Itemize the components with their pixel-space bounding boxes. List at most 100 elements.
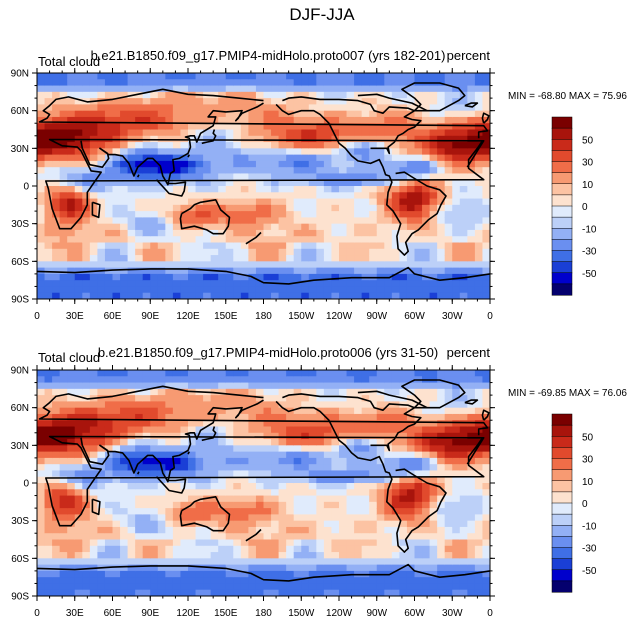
field-cell xyxy=(399,476,408,484)
field-cell xyxy=(474,564,484,572)
field-cell xyxy=(391,420,400,428)
field-cell xyxy=(74,570,83,578)
field-cell xyxy=(120,577,129,585)
field-cell xyxy=(104,142,114,149)
field-cell xyxy=(452,204,461,212)
field-cell xyxy=(422,261,431,269)
field-cell xyxy=(188,457,197,465)
field-cell xyxy=(429,148,438,156)
field-cell xyxy=(354,489,363,497)
field-cell xyxy=(354,451,363,459)
field-cell xyxy=(331,583,340,591)
field-cell xyxy=(225,457,234,465)
field-cell xyxy=(225,223,234,231)
field-cell xyxy=(142,236,151,244)
field-cell xyxy=(157,489,166,497)
field-cell xyxy=(165,110,174,118)
field-cell xyxy=(278,395,287,402)
field-cell xyxy=(376,545,385,553)
field-cell xyxy=(188,407,197,415)
field-cell xyxy=(293,110,302,118)
field-cell xyxy=(157,395,166,402)
field-cell xyxy=(225,382,234,390)
field-cell xyxy=(474,204,484,212)
y-tick-label: 30S xyxy=(11,219,29,230)
field-cell xyxy=(286,545,295,553)
field-cell xyxy=(112,116,121,124)
field-cell xyxy=(233,451,242,459)
field-cell xyxy=(361,495,370,503)
field-cell xyxy=(165,198,174,206)
field-cell xyxy=(203,514,212,522)
field-cell xyxy=(225,116,234,124)
field-cell xyxy=(172,552,182,559)
field-cell xyxy=(74,589,83,596)
field-cell xyxy=(444,154,453,162)
field-cell xyxy=(286,198,295,206)
field-cell xyxy=(180,248,189,256)
field-cell xyxy=(97,583,106,591)
field-cell xyxy=(452,129,461,137)
field-cell xyxy=(233,457,242,465)
field-cell xyxy=(444,242,453,250)
field-cell xyxy=(59,508,68,515)
field-cell xyxy=(414,564,423,572)
field-cell xyxy=(112,558,121,566)
field-cell xyxy=(157,577,166,585)
field-cell xyxy=(278,192,287,200)
field-cell xyxy=(89,242,98,250)
field-cell xyxy=(301,564,310,572)
field-cell xyxy=(52,110,61,118)
field-cell xyxy=(127,173,136,181)
field-cell xyxy=(135,104,144,112)
field-cell xyxy=(74,273,83,281)
field-cell xyxy=(414,217,423,225)
field-cell xyxy=(301,577,310,585)
field-cell xyxy=(437,501,446,509)
field-cell xyxy=(248,370,257,377)
field-cell xyxy=(172,123,182,131)
field-cell xyxy=(120,79,129,87)
field-cell xyxy=(52,501,61,509)
field-cell xyxy=(248,407,257,415)
field-cell xyxy=(316,267,325,275)
field-cell xyxy=(218,116,227,124)
field-cell xyxy=(120,255,129,262)
field-cell xyxy=(74,186,83,193)
field-cell xyxy=(354,376,363,384)
field-cell xyxy=(278,570,287,578)
field-cell xyxy=(89,286,98,294)
field-cell xyxy=(278,198,287,206)
field-cell xyxy=(437,236,446,244)
field-cell xyxy=(188,179,197,187)
field-cell xyxy=(406,413,416,421)
field-cell xyxy=(429,439,438,446)
field-cell xyxy=(165,223,174,231)
field-cell xyxy=(233,148,242,156)
field-cell xyxy=(482,545,490,553)
y-tick-label: 30N xyxy=(11,441,29,452)
field-cell xyxy=(376,286,385,294)
field-cell xyxy=(97,198,106,206)
field-cell xyxy=(89,539,98,547)
field-cell xyxy=(459,186,468,193)
field-cell xyxy=(180,395,189,402)
field-cell xyxy=(240,570,249,578)
field-cell xyxy=(240,539,249,547)
field-cell xyxy=(437,545,446,553)
field-cell xyxy=(474,217,484,225)
field-cell xyxy=(293,589,302,596)
field-cell xyxy=(120,261,129,269)
field-cell xyxy=(218,179,227,187)
field-cell xyxy=(218,142,227,149)
field-cell xyxy=(361,160,370,168)
field-cell xyxy=(172,248,182,256)
field-cell xyxy=(44,79,53,87)
field-cell xyxy=(293,186,302,193)
field-cell xyxy=(82,439,91,446)
field-cell xyxy=(406,204,416,212)
field-cell xyxy=(157,457,166,465)
field-cell xyxy=(286,204,295,212)
field-cell xyxy=(218,514,227,522)
field-cell xyxy=(255,116,265,124)
